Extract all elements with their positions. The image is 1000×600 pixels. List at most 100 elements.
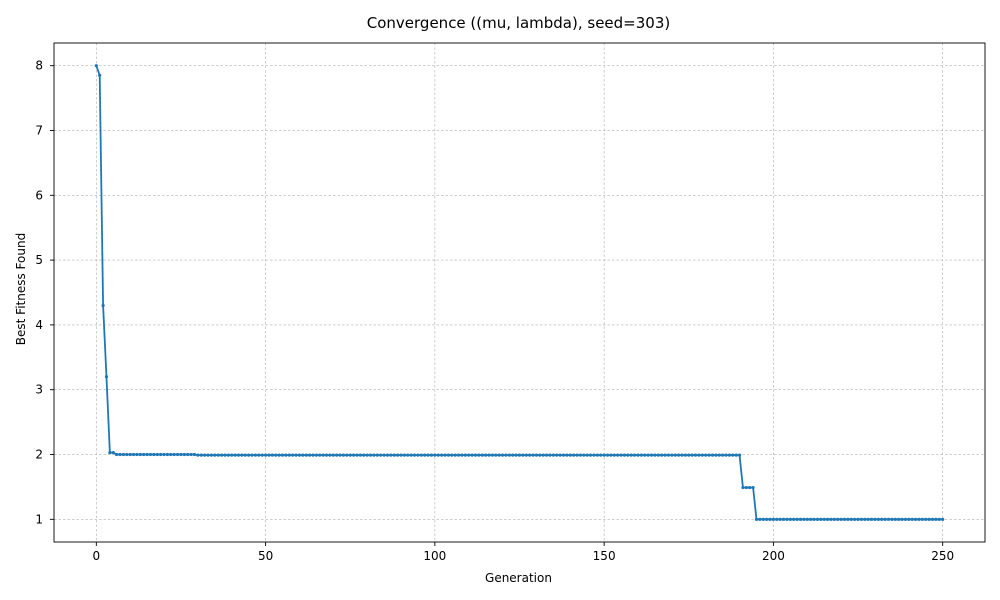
data-point [233, 453, 237, 457]
data-point [883, 517, 887, 521]
data-point [531, 453, 535, 457]
data-point [131, 452, 136, 457]
data-point [565, 453, 569, 457]
data-point [497, 453, 501, 457]
data-point [619, 453, 623, 457]
data-point [853, 517, 857, 521]
data-point [247, 453, 251, 457]
data-point [429, 453, 434, 457]
data-point [778, 517, 782, 521]
data-point [643, 453, 647, 457]
data-point [473, 453, 478, 457]
data-point [880, 517, 884, 521]
data-point [714, 453, 718, 457]
data-point [138, 452, 142, 457]
x-tick-label: 150 [593, 549, 616, 563]
data-point [487, 453, 491, 457]
data-point [842, 517, 847, 521]
data-point [416, 453, 420, 457]
data-point [832, 517, 836, 521]
data-point [924, 517, 928, 521]
data-point [890, 517, 894, 521]
data-point [348, 453, 352, 457]
data-point [653, 453, 657, 457]
data-point [507, 453, 511, 457]
data-point [172, 452, 176, 457]
data-point [737, 453, 742, 457]
data-point [274, 453, 278, 457]
data-point [697, 453, 701, 457]
data-point [179, 452, 183, 457]
data-point [358, 453, 362, 457]
data-point [436, 453, 440, 457]
data-point [104, 375, 109, 379]
x-tick-label: 0 [92, 549, 100, 563]
data-point [284, 453, 288, 457]
data-point [802, 517, 806, 521]
data-point [142, 452, 146, 457]
data-point [930, 517, 935, 521]
data-point [920, 517, 924, 521]
data-point [626, 453, 630, 457]
data-point [456, 453, 461, 457]
data-point [521, 453, 525, 457]
data-point [575, 453, 579, 457]
data-point [528, 453, 532, 457]
data-point [599, 453, 603, 457]
data-point [900, 517, 904, 521]
data-point [318, 453, 322, 457]
data-point [616, 453, 620, 457]
data-point [649, 453, 654, 457]
data-point [335, 453, 339, 457]
data-point [785, 517, 789, 521]
data-point [917, 517, 921, 521]
data-point [609, 453, 613, 457]
data-point [839, 517, 843, 521]
data-point [781, 517, 786, 521]
data-point [815, 517, 820, 521]
data-point [809, 517, 813, 521]
data-point [822, 517, 826, 521]
y-tick-label: 3 [35, 383, 43, 397]
data-point [389, 453, 393, 457]
data-point [406, 453, 410, 457]
data-point [886, 517, 891, 521]
data-point [396, 453, 400, 457]
data-point [873, 517, 877, 521]
data-point [355, 453, 359, 457]
data-point [859, 517, 864, 521]
data-point [504, 453, 508, 457]
data-point [494, 453, 498, 457]
data-point [453, 453, 457, 457]
data-point [693, 453, 698, 457]
data-point [751, 485, 755, 490]
data-point [670, 453, 674, 457]
data-point [219, 453, 224, 457]
chart-title: Convergence ((mu, lambda), seed=303) [367, 14, 670, 32]
data-point [226, 453, 230, 457]
data-point [277, 453, 281, 457]
data-point [433, 453, 437, 457]
data-point [297, 453, 302, 457]
data-point [135, 452, 139, 457]
data-point [152, 452, 156, 457]
data-point [758, 517, 762, 521]
data-point [399, 453, 403, 457]
data-point [216, 453, 220, 457]
data-point [511, 453, 515, 457]
data-point [253, 453, 258, 457]
data-point [402, 453, 406, 457]
data-point [825, 517, 830, 521]
data-point [765, 517, 769, 521]
data-point [677, 453, 681, 457]
data-point [934, 517, 938, 521]
data-point [731, 453, 735, 457]
data-point [687, 453, 691, 457]
data-point [477, 453, 481, 457]
data-point [162, 452, 166, 457]
data-point [514, 453, 518, 457]
data-point [724, 453, 728, 457]
grid-lines [54, 43, 985, 542]
data-point [304, 453, 308, 457]
data-point [660, 453, 664, 457]
